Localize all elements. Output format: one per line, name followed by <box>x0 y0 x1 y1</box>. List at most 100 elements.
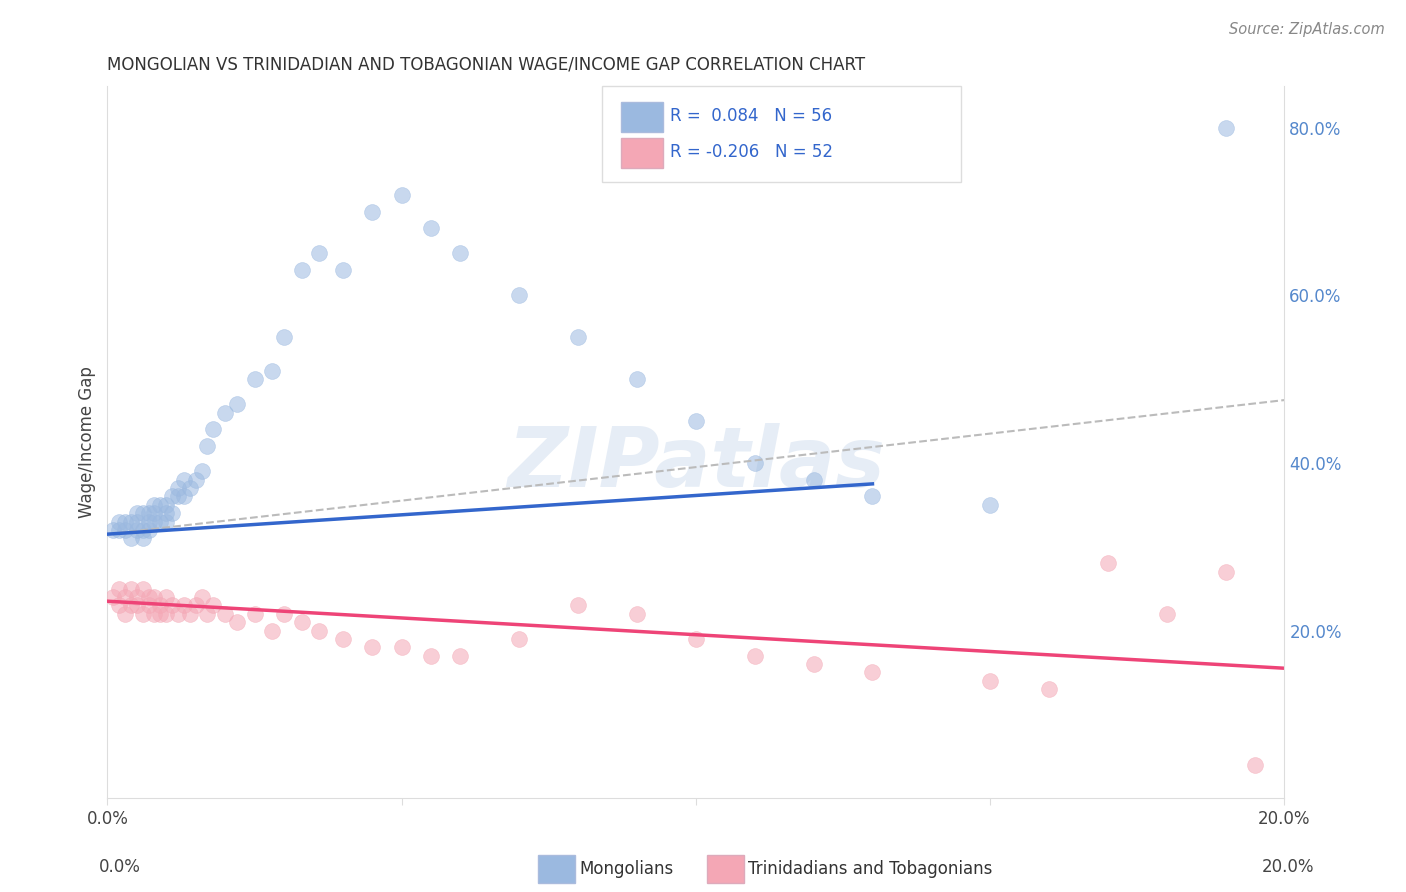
Point <box>131 506 153 520</box>
Point <box>131 523 153 537</box>
Point <box>155 498 177 512</box>
Point <box>167 490 190 504</box>
Point <box>114 515 136 529</box>
Point <box>626 607 648 621</box>
FancyBboxPatch shape <box>602 86 960 182</box>
Point <box>114 523 136 537</box>
Point <box>120 599 142 613</box>
Point <box>803 473 825 487</box>
Point <box>190 464 212 478</box>
Point <box>149 498 172 512</box>
Text: ZIPatlas: ZIPatlas <box>508 423 884 504</box>
Point <box>173 473 195 487</box>
Point <box>273 330 295 344</box>
Point <box>131 582 153 596</box>
Point <box>567 599 589 613</box>
Text: 20.0%: 20.0% <box>1263 858 1315 876</box>
FancyBboxPatch shape <box>620 137 664 168</box>
Point <box>155 590 177 604</box>
Point <box>114 590 136 604</box>
Point <box>685 414 707 428</box>
Point <box>179 607 201 621</box>
Point <box>450 648 472 663</box>
Point <box>308 624 330 638</box>
Point <box>450 246 472 260</box>
Point <box>197 439 219 453</box>
Point <box>243 607 266 621</box>
Point <box>103 590 125 604</box>
Point <box>1097 557 1119 571</box>
Point <box>184 599 207 613</box>
Point <box>1244 757 1267 772</box>
Text: R =  0.084   N = 56: R = 0.084 N = 56 <box>671 107 832 126</box>
Point <box>143 506 166 520</box>
Point <box>225 615 247 629</box>
Point <box>361 640 384 655</box>
Point <box>508 288 530 302</box>
Point <box>173 599 195 613</box>
Point <box>262 624 284 638</box>
Point <box>262 364 284 378</box>
Point <box>291 615 314 629</box>
Point <box>1038 682 1060 697</box>
Point <box>143 607 166 621</box>
Text: R = -0.206   N = 52: R = -0.206 N = 52 <box>671 143 832 161</box>
Point <box>108 582 131 596</box>
Point <box>273 607 295 621</box>
Point <box>979 498 1001 512</box>
Point <box>179 481 201 495</box>
Point <box>125 590 148 604</box>
Point <box>508 632 530 646</box>
Point <box>120 582 142 596</box>
Point <box>149 607 172 621</box>
Point <box>1156 607 1178 621</box>
FancyBboxPatch shape <box>620 103 664 132</box>
Point <box>202 422 225 436</box>
Point <box>803 657 825 671</box>
Point <box>214 406 236 420</box>
Point <box>862 665 884 680</box>
Point <box>190 590 212 604</box>
Point <box>291 263 314 277</box>
Point <box>214 607 236 621</box>
Point <box>685 632 707 646</box>
Point <box>243 372 266 386</box>
Point <box>125 506 148 520</box>
Point <box>160 599 183 613</box>
Point <box>138 590 160 604</box>
Point <box>131 607 153 621</box>
Point <box>225 397 247 411</box>
Point <box>125 523 148 537</box>
Point <box>862 490 884 504</box>
Point <box>361 204 384 219</box>
Point <box>155 515 177 529</box>
Point <box>143 498 166 512</box>
Point <box>391 187 413 202</box>
Point <box>114 607 136 621</box>
Text: MONGOLIAN VS TRINIDADIAN AND TOBAGONIAN WAGE/INCOME GAP CORRELATION CHART: MONGOLIAN VS TRINIDADIAN AND TOBAGONIAN … <box>107 55 866 73</box>
Point <box>160 506 183 520</box>
Point <box>125 599 148 613</box>
Point <box>167 481 190 495</box>
Point <box>184 473 207 487</box>
Point <box>420 221 443 235</box>
Point <box>332 632 354 646</box>
Point <box>125 515 148 529</box>
Point <box>143 590 166 604</box>
Point <box>391 640 413 655</box>
Point <box>138 515 160 529</box>
Point <box>131 532 153 546</box>
Point <box>149 515 172 529</box>
Point <box>173 490 195 504</box>
Point <box>155 506 177 520</box>
Point <box>103 523 125 537</box>
Point <box>332 263 354 277</box>
Point <box>155 607 177 621</box>
Point <box>308 246 330 260</box>
Point <box>202 599 225 613</box>
Point <box>108 515 131 529</box>
Point <box>138 523 160 537</box>
Point <box>138 599 160 613</box>
Point <box>120 515 142 529</box>
Point <box>108 599 131 613</box>
